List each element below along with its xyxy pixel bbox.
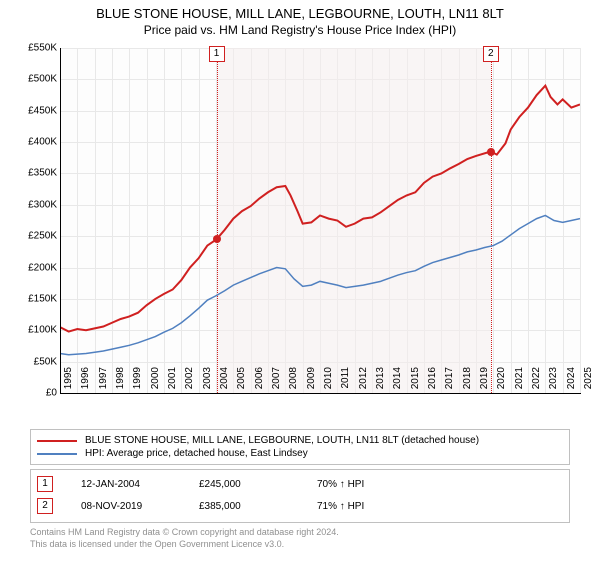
- annotation-table: 1 12-JAN-2004 £245,000 70% ↑ HPI 2 08-NO…: [30, 469, 570, 523]
- legend-label: HPI: Average price, detached house, East…: [85, 448, 308, 459]
- annotation-row: 1 12-JAN-2004 £245,000 70% ↑ HPI: [37, 474, 563, 496]
- annotation-date: 08-NOV-2019: [81, 501, 171, 512]
- legend-swatch: [37, 440, 77, 442]
- legend-row: BLUE STONE HOUSE, MILL LANE, LEGBOURNE, …: [37, 434, 563, 447]
- annotation-pct: 71% ↑ HPI: [317, 501, 407, 512]
- footer-line: Contains HM Land Registry data © Crown c…: [30, 527, 570, 539]
- annotation-id-box: 1: [37, 476, 53, 492]
- annotation-date: 12-JAN-2004: [81, 479, 171, 490]
- legend-label: BLUE STONE HOUSE, MILL LANE, LEGBOURNE, …: [85, 435, 479, 446]
- annotation-id-box: 2: [37, 498, 53, 514]
- annotation-price: £245,000: [199, 479, 289, 490]
- chart-area: £0£50K£100K£150K£200K£250K£300K£350K£400…: [15, 43, 585, 423]
- chart-subtitle: Price paid vs. HM Land Registry's House …: [0, 23, 600, 37]
- chart-container: BLUE STONE HOUSE, MILL LANE, LEGBOURNE, …: [0, 6, 600, 566]
- legend: BLUE STONE HOUSE, MILL LANE, LEGBOURNE, …: [30, 429, 570, 465]
- footer-line: This data is licensed under the Open Gov…: [30, 539, 570, 551]
- legend-swatch: [37, 453, 77, 455]
- footer: Contains HM Land Registry data © Crown c…: [30, 527, 570, 550]
- annotation-pct: 70% ↑ HPI: [317, 479, 407, 490]
- annotation-row: 2 08-NOV-2019 £385,000 71% ↑ HPI: [37, 496, 563, 518]
- annotation-price: £385,000: [199, 501, 289, 512]
- line-plot-svg: [60, 48, 580, 393]
- legend-row: HPI: Average price, detached house, East…: [37, 447, 563, 460]
- chart-title: BLUE STONE HOUSE, MILL LANE, LEGBOURNE, …: [0, 6, 600, 21]
